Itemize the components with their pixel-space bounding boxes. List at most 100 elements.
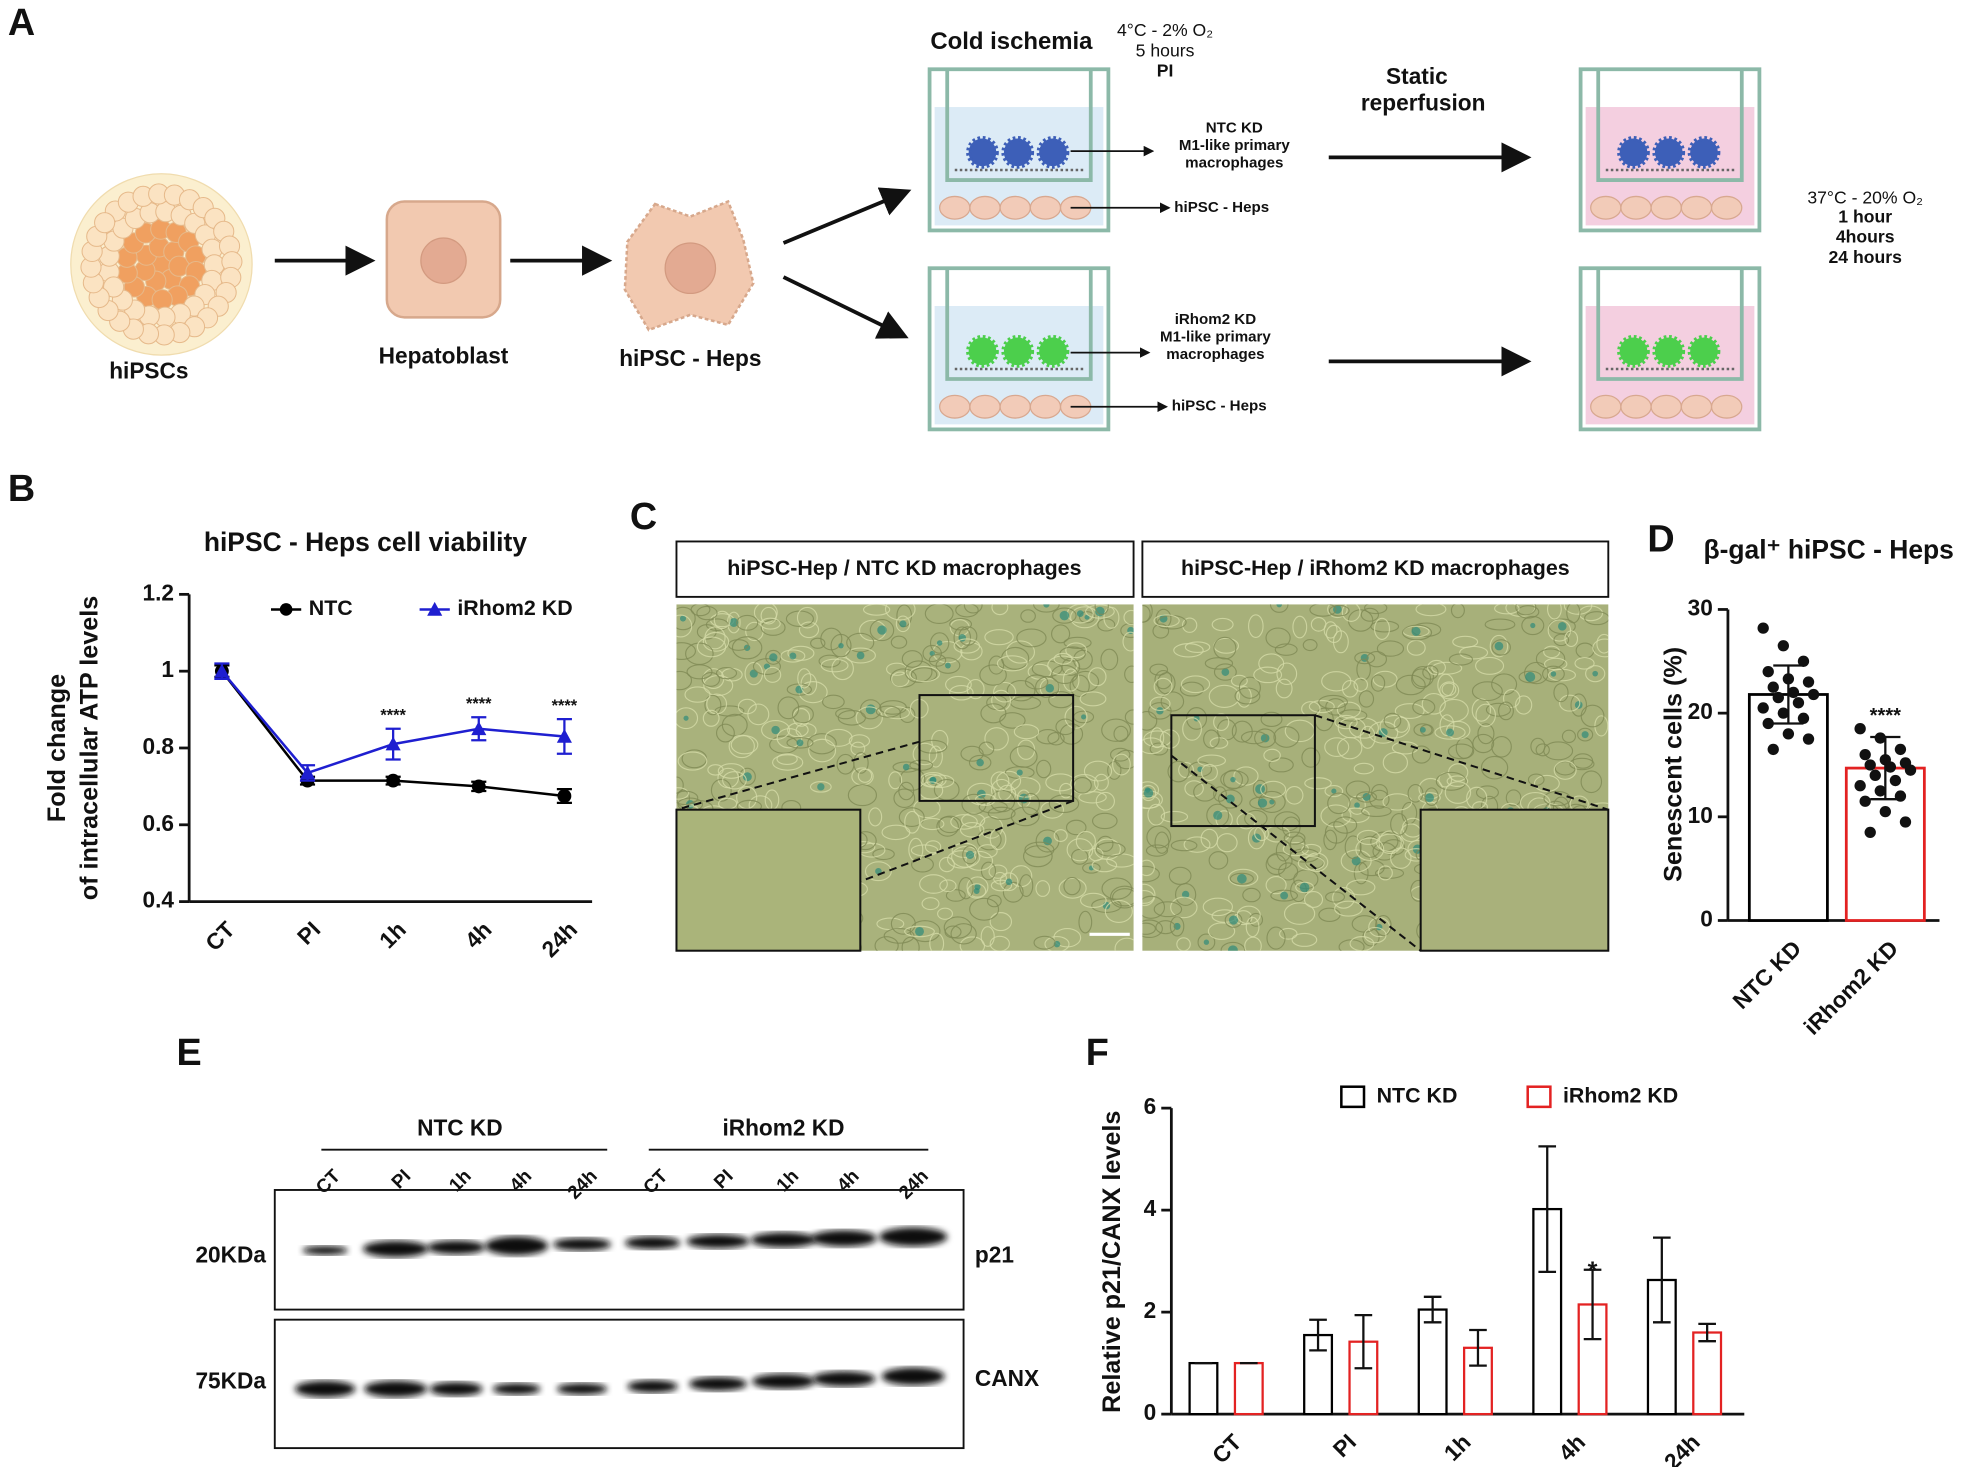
cell-outline [836,753,855,775]
marker-label: 75KDa [195,1368,266,1394]
cell-outline [1063,636,1092,649]
hepatocyte [1029,195,1062,220]
cell-outline [969,897,1000,921]
point [214,663,230,678]
cell-outline [1394,703,1425,720]
hepatocyte [1590,195,1622,220]
cell-outline [987,806,1016,821]
cell-outline [899,706,916,724]
cell-outline [996,770,1022,791]
cell-outline [1494,604,1520,615]
cell-outline [1437,673,1455,697]
cell-outline [1301,747,1321,768]
cell-outline [1382,839,1406,856]
cell-outline [1216,833,1238,853]
error-bar [1309,1318,1327,1352]
y-tick-label: 0.8 [143,733,175,759]
stain [1228,945,1238,951]
cell-outline [872,848,895,861]
cell-outline [939,879,957,893]
cell-outline [1379,714,1411,739]
cell-outline [1082,862,1101,874]
error-bar [1469,1328,1487,1367]
cell-outline [1055,718,1076,736]
y-axis-label: Senescent cells (%) [1660,647,1688,882]
band [427,1240,486,1255]
cell-outline [1546,604,1562,620]
zoom-box [918,694,1075,802]
cell-outline [966,876,989,898]
cell-outline [800,673,818,696]
macrophage [1001,334,1035,368]
cell-outline [1168,866,1192,885]
cell-outline [1543,645,1561,659]
stain [771,725,780,735]
cell-outline [999,712,1026,729]
stain [1228,915,1239,925]
cell-outline [1491,639,1511,656]
cell-outline [911,856,934,873]
point [1777,640,1789,652]
point [1792,697,1805,709]
cell-outline [1248,614,1264,638]
cell-outline [1103,606,1120,629]
cell-outline [1047,731,1065,746]
point [1859,748,1871,761]
cell-outline [1085,604,1115,619]
cell-outline [696,605,718,621]
cell-outline [1033,604,1060,613]
inset [1419,808,1610,952]
cell-outline [1260,711,1283,728]
macrophage [1036,334,1070,368]
stain [1043,604,1050,608]
band [362,1240,429,1258]
hepatocyte [969,195,1001,220]
point [299,765,316,780]
point [1807,688,1820,701]
stain [1045,683,1055,693]
cell-outline [1274,811,1301,832]
y-tick-label: 20 [1688,698,1713,724]
label: PI [1157,60,1174,80]
band [624,1236,681,1250]
cell-outline [676,606,696,631]
cell-outline [904,810,921,834]
legend-marker [279,603,293,616]
cell-outline [792,705,814,724]
panel-label: E [177,1032,202,1074]
zoom-line [1170,754,1422,952]
annotation: **** [466,695,492,713]
cell-outline [1263,748,1281,762]
cell-outline [1063,876,1081,896]
cell-outline [1146,825,1172,849]
cell-outline [1345,780,1371,799]
cell-outline [1142,922,1156,935]
cell-outline [1020,609,1036,623]
label: M1-like primary [1179,137,1290,154]
stain [1076,610,1084,618]
cell-outline [1109,747,1131,762]
cell-outline [1078,791,1107,804]
cell-outline [1113,725,1129,743]
cell-outline [1260,780,1287,798]
cell-outline [986,894,1002,908]
cell-outline [677,751,708,771]
cell-outline [881,824,911,841]
cell-outline [1153,901,1183,918]
cell-outline [1353,762,1375,775]
cell-outline [1265,854,1287,876]
cell-outline [1372,670,1398,688]
cell-outline [1238,676,1261,699]
cell-outline [1150,727,1165,749]
cell-outline [1559,694,1581,712]
hepatocyte [1710,195,1743,220]
cell-outline [1491,735,1512,758]
cell-outline [1366,650,1388,668]
cell-outline [1475,656,1505,675]
zoom-line [859,799,1074,883]
cell-outline [1301,701,1321,717]
cell-outline [1295,881,1315,894]
point [1762,717,1774,730]
annotation: **** [1870,705,1901,727]
